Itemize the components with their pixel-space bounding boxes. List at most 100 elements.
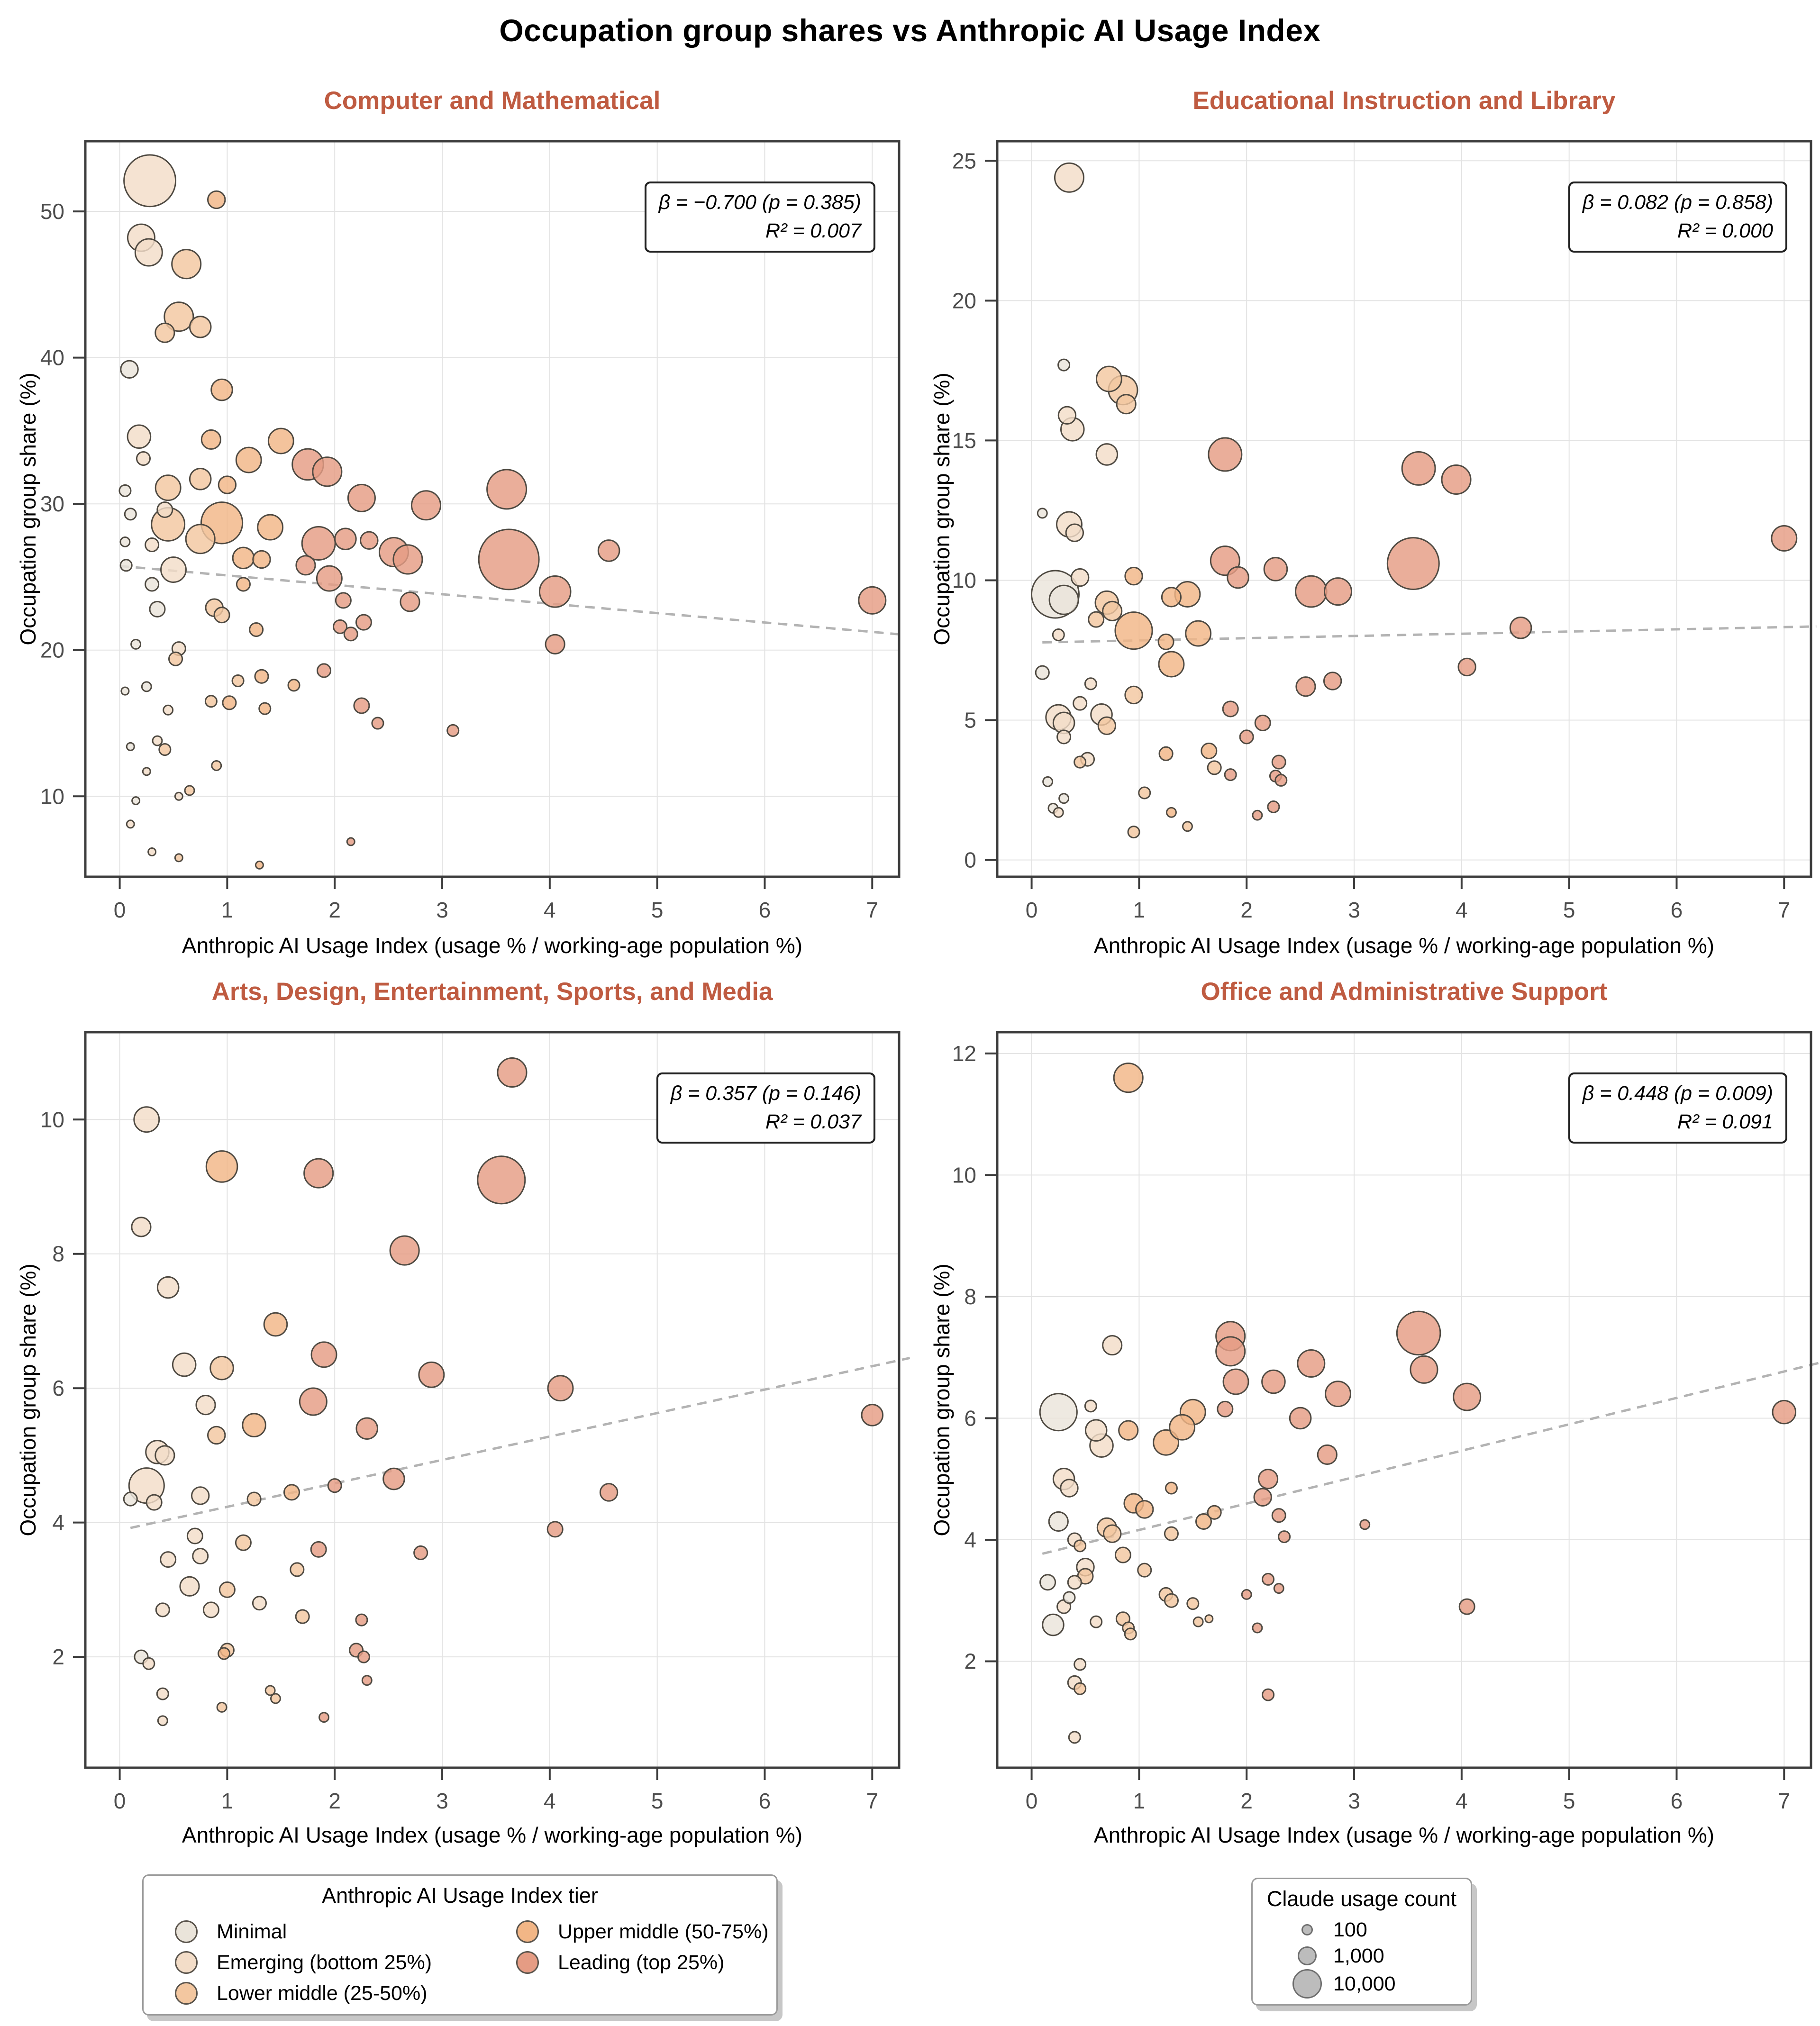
bubble [1074, 1539, 1087, 1553]
bubble [270, 1693, 281, 1704]
stats-beta-line: β = −0.700 (p = 0.385) [658, 191, 861, 214]
svg-text:6: 6 [759, 1789, 771, 1813]
bubble [1208, 437, 1243, 472]
bubble [1262, 1688, 1275, 1701]
svg-text:6: 6 [52, 1376, 64, 1400]
bubble [1058, 793, 1070, 804]
stats-r2-line: R² = 0.000 [1677, 219, 1773, 243]
tier-swatch-upper-middle-icon [516, 1920, 539, 1943]
bubble [382, 1467, 405, 1490]
bubble [312, 456, 343, 487]
svg-text:20: 20 [952, 288, 976, 313]
bubble [218, 475, 237, 494]
bubble [249, 622, 264, 637]
bubble [327, 1478, 342, 1493]
bubble [1063, 1591, 1076, 1604]
bubble [1262, 1572, 1275, 1586]
bubble [156, 1687, 169, 1700]
svg-text:30: 30 [40, 491, 64, 516]
bubble [546, 1521, 564, 1538]
bubble [133, 1106, 160, 1133]
bubble [486, 469, 528, 510]
bubble [252, 1596, 267, 1611]
tier-swatch-leading-icon [516, 1951, 539, 1974]
svg-text:10: 10 [40, 784, 64, 809]
legend-size-label: 1,000 [1333, 1944, 1384, 1967]
bubble [136, 451, 151, 466]
bubble [195, 1395, 216, 1416]
bubble [236, 577, 251, 592]
bubble [257, 514, 284, 541]
bubble [207, 190, 226, 209]
page-title: Occupation group shares vs Anthropic AI … [499, 13, 1321, 48]
bubble [316, 565, 343, 592]
bubble [1042, 776, 1054, 787]
svg-text:6: 6 [1671, 898, 1683, 922]
bubble [235, 1534, 252, 1551]
legend-item-upper-middle: Upper middle (50-75%) [516, 1919, 769, 1944]
bubble [1056, 729, 1072, 745]
bubble [123, 1491, 138, 1507]
bubble [353, 697, 370, 714]
bubble [1052, 628, 1065, 642]
bubble [172, 1352, 197, 1377]
svg-text:6: 6 [964, 1406, 976, 1430]
bubble [1067, 1575, 1082, 1590]
stats-box-office-admin-support: β = 0.448 (p = 0.009) R² = 0.091 [1568, 1072, 1787, 1144]
bubble [186, 1527, 203, 1544]
bubble [142, 1657, 155, 1670]
stats-box-educational-library: β = 0.082 (p = 0.858) R² = 0.000 [1568, 182, 1787, 253]
bubble [1065, 523, 1084, 542]
bubble [357, 1650, 370, 1663]
bubble [147, 847, 157, 857]
bubble [1074, 1682, 1087, 1695]
legend-item-emerging: Emerging (bottom 25%) [175, 1950, 432, 1975]
bubble [1359, 1519, 1371, 1530]
svg-text:7: 7 [1778, 898, 1790, 922]
bubble [1401, 451, 1436, 486]
bubble [171, 249, 202, 280]
svg-text:7: 7 [866, 1789, 878, 1813]
bubble [1509, 617, 1532, 639]
bubble [202, 1601, 219, 1618]
bubble [1037, 508, 1048, 519]
bubble [343, 627, 358, 642]
bubble [1239, 729, 1254, 745]
scatter-plot-computer-mathematical: 0 1 2 3 4 5 6 7 10 20 30 40 50 [40, 140, 905, 922]
bubble [1453, 1382, 1482, 1411]
scatter-plot-arts-design-media: 0 1 2 3 4 5 6 7 2 4 6 8 10 [40, 1031, 910, 1813]
bubble [545, 634, 565, 655]
bubble [130, 638, 142, 650]
svg-text:4: 4 [1456, 898, 1468, 922]
bubble [1386, 537, 1440, 591]
bubble [295, 555, 316, 576]
bubble [1042, 1613, 1065, 1636]
bubble [333, 619, 348, 634]
bubble [174, 853, 183, 863]
bubble [200, 429, 221, 450]
svg-text:6: 6 [1671, 1789, 1683, 1813]
svg-text:0: 0 [1026, 898, 1038, 922]
legend-item-label: Lower middle (25-50%) [217, 1981, 428, 2005]
bubble [1273, 1583, 1284, 1594]
bubble [1274, 773, 1288, 787]
bubble [218, 1647, 231, 1660]
size-dot-100-icon [1301, 1924, 1313, 1935]
bubble [1084, 677, 1097, 690]
bubble [287, 679, 300, 692]
bubble [1164, 1526, 1179, 1541]
svg-text:1: 1 [1133, 1789, 1146, 1813]
bubble [1297, 1349, 1326, 1378]
bubble [1054, 162, 1084, 193]
bubble [255, 860, 264, 870]
stats-beta-line: β = 0.357 (p = 0.146) [670, 1082, 861, 1105]
svg-text:2: 2 [1240, 898, 1253, 922]
bubble [1084, 1399, 1097, 1413]
bubble [124, 508, 137, 521]
bubble [1113, 1063, 1144, 1093]
svg-text:6: 6 [759, 898, 771, 922]
bubble [295, 1609, 310, 1624]
bubble [1060, 1479, 1079, 1498]
svg-text:4: 4 [544, 898, 556, 922]
svg-text:2: 2 [964, 1649, 976, 1674]
